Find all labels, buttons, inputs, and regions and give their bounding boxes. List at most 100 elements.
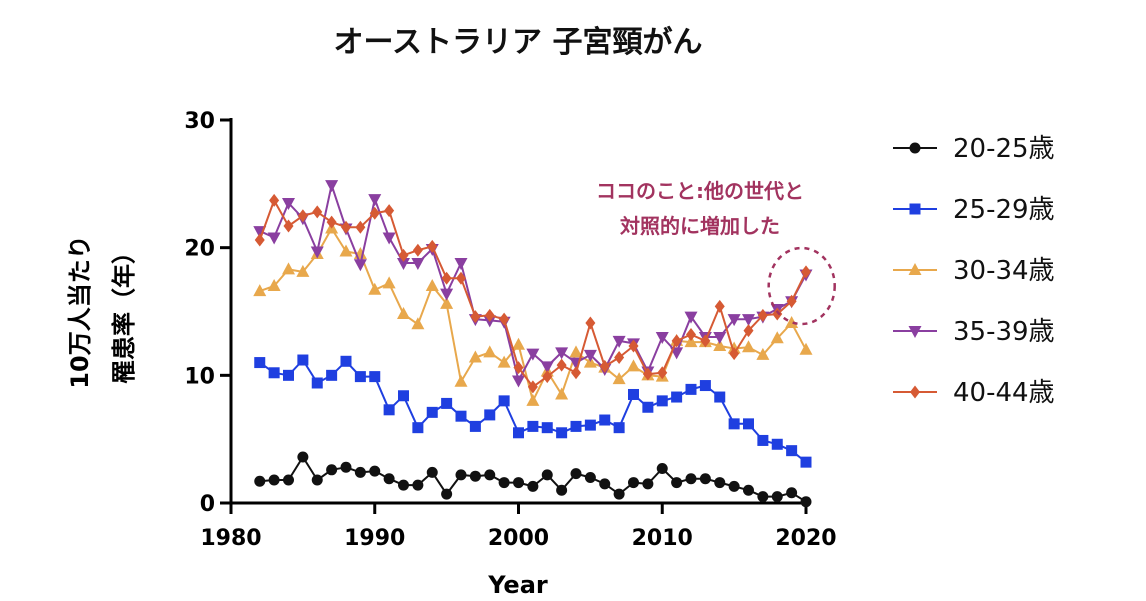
data-point — [283, 219, 294, 233]
data-point — [771, 491, 783, 503]
legend-marker — [908, 326, 922, 338]
data-point — [599, 414, 611, 426]
y-tick-label: 20 — [184, 237, 215, 262]
data-point — [456, 271, 466, 285]
data-point — [685, 383, 697, 395]
data-point — [412, 243, 423, 257]
data-point — [297, 451, 309, 463]
data-point — [427, 239, 438, 253]
data-point — [283, 474, 294, 486]
data-point — [742, 340, 755, 353]
data-point — [383, 404, 395, 416]
data-point — [441, 271, 452, 285]
data-point — [699, 380, 711, 392]
data-point — [412, 422, 424, 434]
legend-item: 35-39歳 — [893, 317, 1055, 347]
data-point — [757, 308, 768, 322]
data-point — [799, 342, 813, 355]
data-point — [383, 473, 395, 485]
data-point — [512, 337, 525, 350]
data-point — [786, 294, 797, 308]
data-point — [757, 434, 769, 446]
data-point — [382, 232, 396, 245]
data-point — [770, 331, 784, 344]
legend-label: 20-25歳 — [953, 134, 1055, 164]
data-point — [801, 265, 811, 279]
data-point — [800, 456, 812, 468]
series-0 — [254, 451, 812, 508]
data-point — [484, 469, 496, 481]
data-point — [699, 473, 711, 485]
data-point — [541, 422, 553, 434]
annotation-line-2: 対照的に増加した — [619, 214, 780, 238]
data-point — [283, 369, 294, 381]
data-point — [729, 347, 740, 361]
data-point — [455, 469, 467, 481]
data-point — [527, 480, 539, 492]
data-point — [282, 197, 295, 210]
data-point — [555, 347, 569, 360]
legend-marker — [908, 263, 922, 275]
data-point — [268, 367, 280, 379]
data-point — [599, 359, 610, 373]
data-point — [684, 335, 698, 348]
data-point — [527, 420, 539, 432]
data-point — [355, 220, 366, 234]
data-point — [527, 380, 538, 394]
data-point — [267, 232, 281, 245]
data-point — [353, 259, 367, 272]
series-2 — [253, 221, 813, 406]
data-point — [411, 317, 425, 330]
y-tick-label: 0 — [200, 492, 215, 517]
legend-label: 30-34歳 — [953, 256, 1055, 286]
legend-marker — [909, 203, 921, 215]
data-point — [426, 466, 438, 478]
data-point — [512, 375, 525, 388]
data-point — [398, 248, 409, 262]
data-point — [368, 282, 382, 295]
data-point — [398, 390, 409, 402]
data-point — [340, 355, 352, 367]
data-point — [743, 484, 754, 496]
series-4 — [254, 193, 811, 394]
data-point — [369, 465, 381, 477]
annotation-line-1: ココのこと:他の世代と — [596, 179, 804, 203]
data-point — [642, 367, 653, 381]
data-point — [785, 315, 799, 328]
data-point — [312, 205, 323, 219]
data-point — [541, 469, 553, 481]
data-point — [398, 479, 409, 491]
data-point — [369, 371, 381, 383]
legend-label: 35-39歳 — [953, 317, 1055, 347]
x-axis-title: Year — [487, 571, 548, 599]
legend: 20-25歳 25-29歳 30-34歳 35-39歳 40-44歳 — [893, 134, 1055, 408]
data-point — [786, 487, 798, 499]
data-point — [484, 409, 496, 421]
data-point — [484, 308, 495, 322]
data-point — [354, 371, 366, 383]
data-point — [671, 477, 683, 489]
data-point — [772, 307, 783, 321]
chart-title: オーストラリア 子宮頸がん — [334, 25, 703, 60]
data-point — [656, 463, 668, 475]
data-point — [368, 194, 382, 207]
data-point — [513, 361, 524, 375]
data-point — [556, 427, 568, 439]
data-point — [426, 406, 438, 418]
data-point — [743, 418, 754, 430]
data-point — [397, 307, 410, 320]
data-point — [310, 246, 324, 259]
data-point — [727, 314, 741, 327]
data-point — [584, 419, 596, 431]
legend-item: 40-44歳 — [893, 378, 1055, 408]
data-point — [411, 257, 425, 270]
data-point — [628, 388, 639, 400]
legend-label: 40-44歳 — [953, 378, 1055, 408]
data-point — [325, 180, 339, 193]
legend-item: 25-29歳 — [893, 195, 1055, 225]
data-point — [570, 420, 582, 432]
data-point — [542, 370, 553, 384]
data-point — [642, 478, 654, 490]
series-1 — [254, 354, 812, 468]
